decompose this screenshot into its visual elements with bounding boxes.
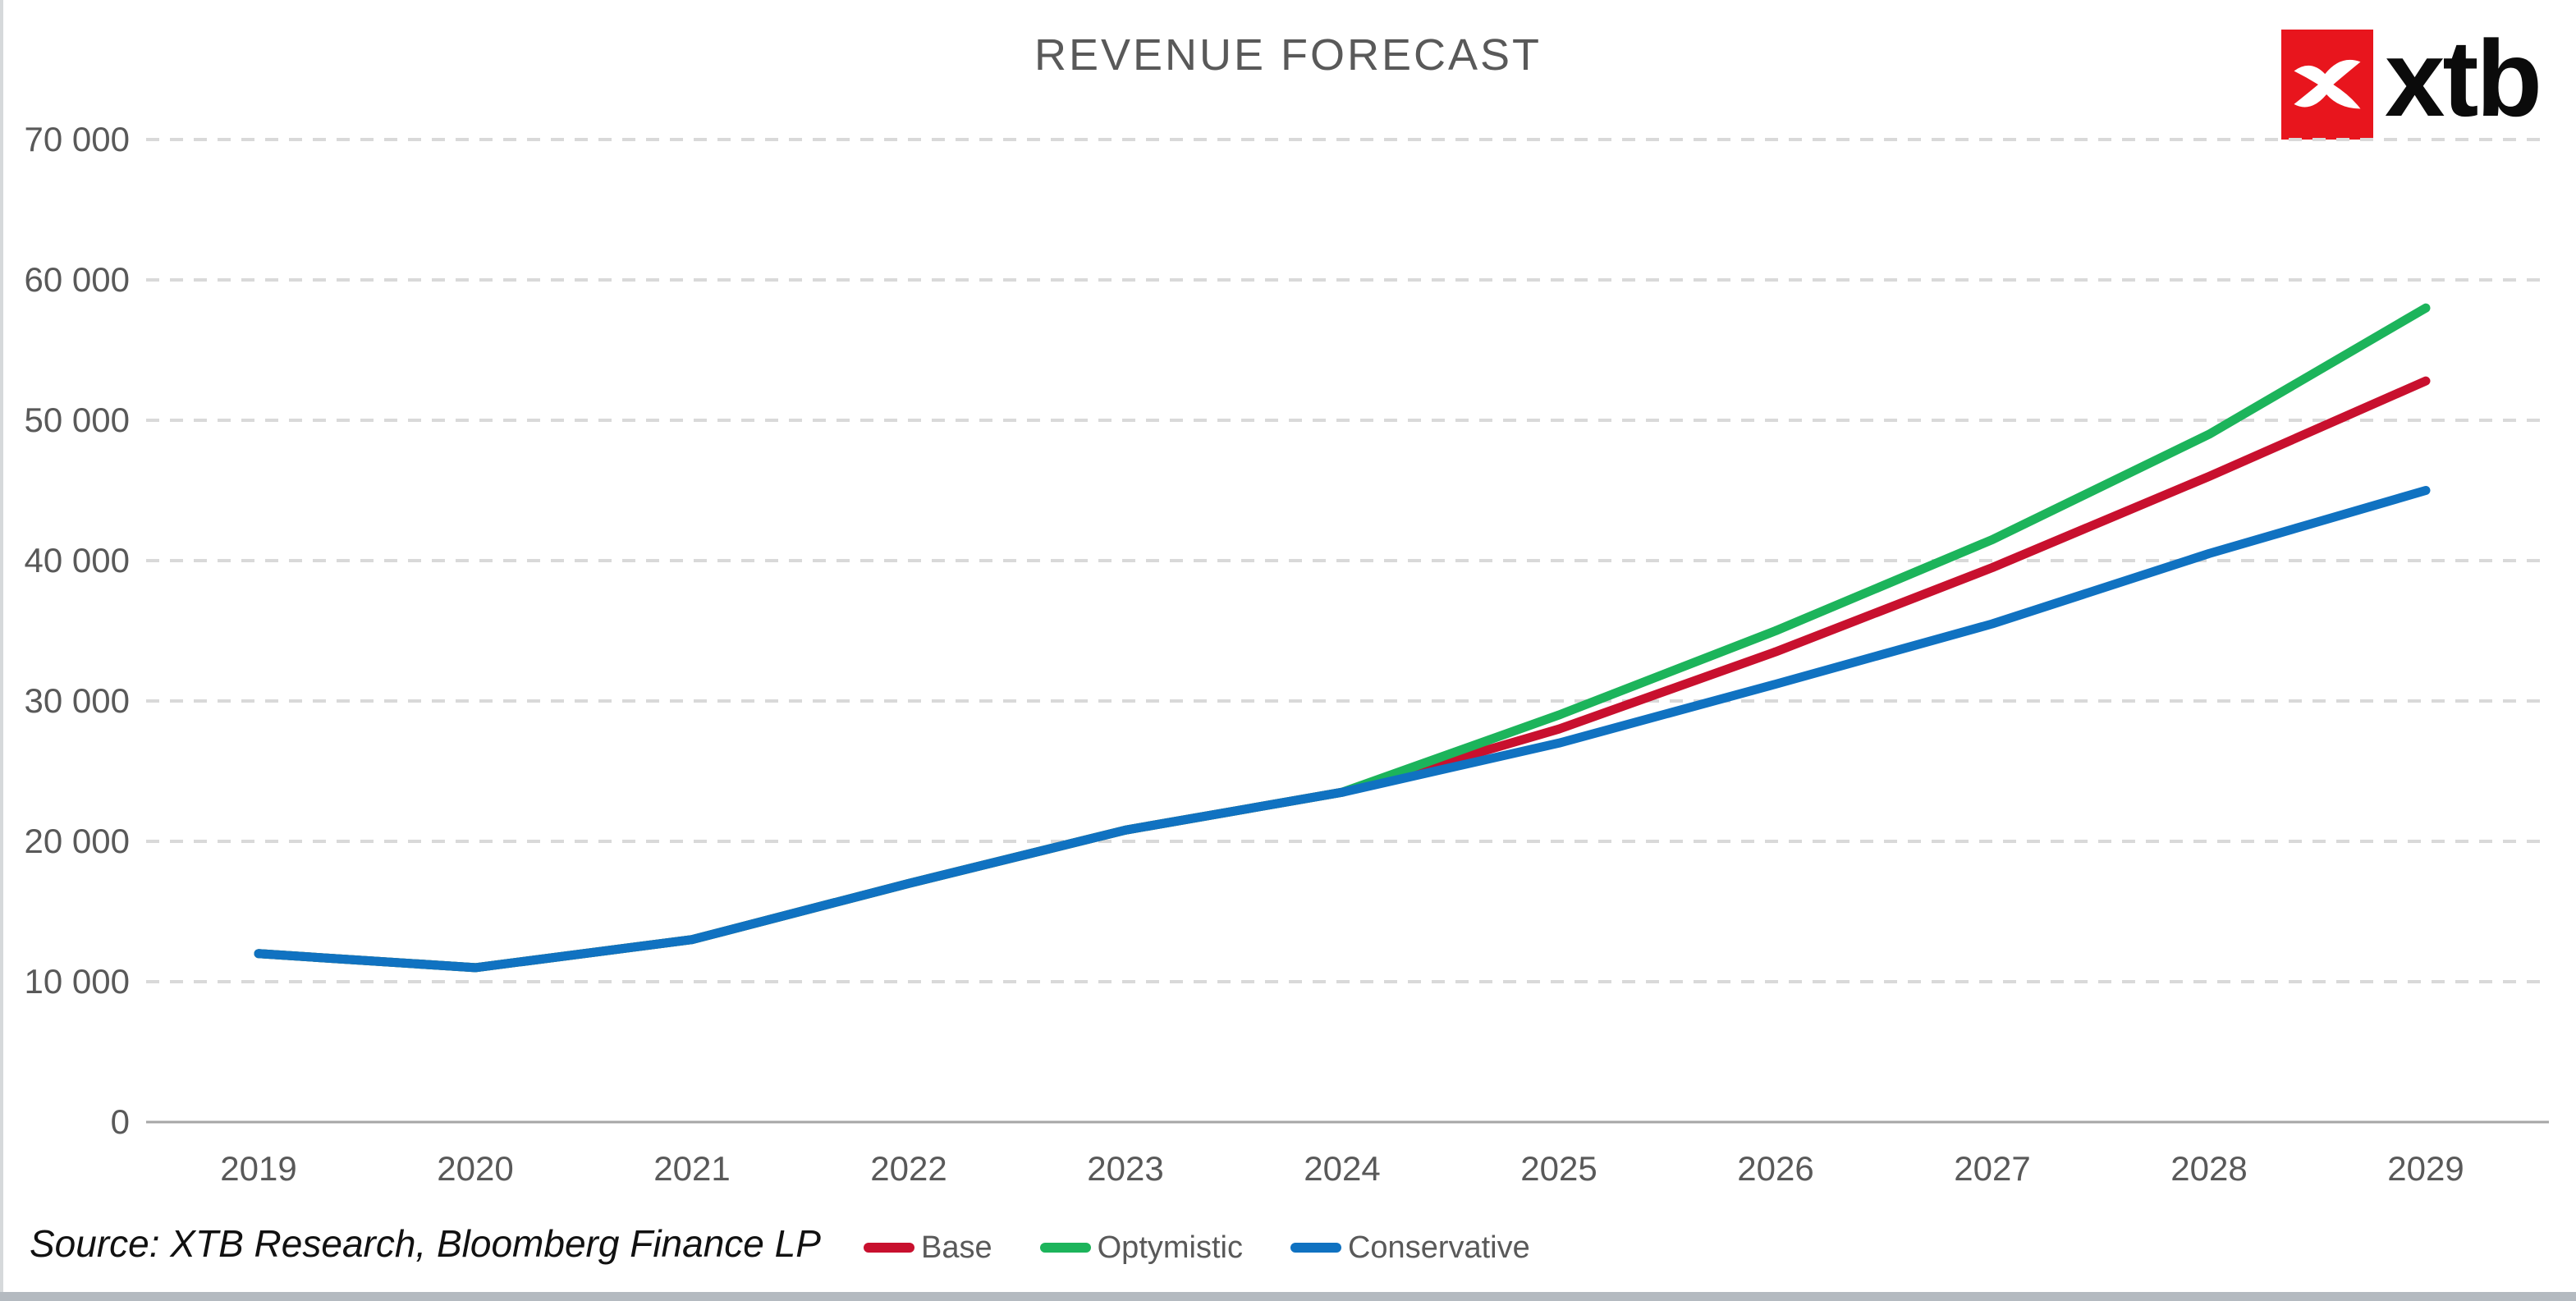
- x-tick-label-2024: 2024: [1304, 1149, 1380, 1188]
- legend-label-base: Base: [921, 1230, 992, 1265]
- y-tick-label: 40 000: [25, 541, 130, 579]
- x-tick-label-2021: 2021: [653, 1149, 730, 1188]
- window-edge-bottom: [0, 1292, 2576, 1301]
- series-line-base: [254, 376, 2431, 973]
- y-tick-label: 30 000: [25, 681, 130, 720]
- series-line-optymistic: [254, 303, 2431, 973]
- x-tick-label-2020: 2020: [437, 1149, 513, 1188]
- legend-label-optymistic: Optymistic: [1097, 1230, 1243, 1265]
- legend-item-base: Base: [864, 1230, 992, 1266]
- legend-item-optymistic: Optymistic: [1039, 1230, 1243, 1266]
- legend-swatch-optymistic: [1039, 1243, 1091, 1253]
- legend-swatch-base: [864, 1243, 914, 1253]
- legend-swatch-conservative: [1290, 1243, 1341, 1253]
- x-tick-label-2029: 2029: [2387, 1149, 2464, 1188]
- source-note: Source: XTB Research, Bloomberg Finance …: [30, 1222, 821, 1265]
- y-tick-label: 70 000: [25, 120, 130, 158]
- xtb-logo-text: xtb: [2385, 18, 2542, 139]
- y-tick-label: 10 000: [25, 962, 130, 1001]
- xtb-x-icon: [2294, 59, 2361, 109]
- chart-legend: Base Optymistic Conservative: [864, 1228, 1530, 1267]
- window-edge-left: [0, 0, 3, 1301]
- y-tick-label: 60 000: [25, 260, 130, 299]
- x-tick-label-2023: 2023: [1087, 1149, 1163, 1188]
- x-tick-label-2027: 2027: [1954, 1149, 2030, 1188]
- x-tick-label-2025: 2025: [1520, 1149, 1597, 1188]
- y-tick-label: 20 000: [25, 822, 130, 860]
- page-title: REVENUE FORECAST: [1034, 30, 1542, 80]
- x-tick-label-2026: 2026: [1737, 1149, 1813, 1188]
- legend-item-conservative: Conservative: [1290, 1230, 1530, 1266]
- legend-label-conservative: Conservative: [1347, 1230, 1530, 1265]
- x-tick-label-2022: 2022: [870, 1149, 947, 1188]
- x-tick-label-2019: 2019: [220, 1149, 296, 1188]
- y-tick-label: 50 000: [25, 401, 130, 439]
- xtb-logo-box: [2281, 30, 2373, 140]
- series-line-conservative: [254, 486, 2431, 973]
- xtb-logo: xtb: [2281, 18, 2542, 144]
- x-tick-label-2028: 2028: [2170, 1149, 2247, 1188]
- y-tick-label: 0: [111, 1102, 130, 1141]
